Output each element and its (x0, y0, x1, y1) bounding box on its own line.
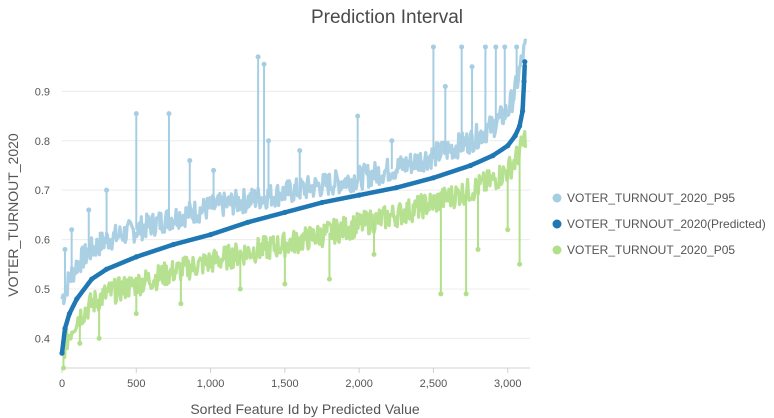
x-axis-ticks: 0 500 1,000 1,500 2,000 2,500 3,000 (59, 368, 522, 390)
predicted-point (133, 254, 139, 260)
p95-spike-point (266, 138, 272, 144)
series-predicted[interactable] (59, 59, 528, 356)
p95-spike-point (442, 83, 448, 89)
p05-line (60, 130, 528, 359)
p95-spike-point (104, 187, 110, 193)
p95-spike-point (166, 111, 172, 117)
p05-spike-point (60, 365, 66, 371)
p95-spike-point (469, 64, 475, 70)
p95-spike-point (514, 44, 520, 50)
p95-spike-point (86, 207, 92, 213)
p95-spike-point (355, 113, 361, 119)
predicted-point (521, 78, 527, 85)
predicted-point (517, 123, 523, 129)
x-tick-label: 3,000 (494, 378, 522, 390)
y-axis-title: VOTER_TURNOUT_2020 (5, 133, 21, 297)
p05-spike-point (133, 311, 139, 317)
y-tick-label: 0.7 (35, 185, 50, 197)
legend-swatch (552, 219, 562, 229)
predicted-point (519, 108, 526, 114)
predicted-point (89, 276, 95, 282)
p05-spike-point (475, 246, 481, 252)
p95-spike-point (493, 44, 499, 50)
legend: VOTER_TURNOUT_2020_P95 VOTER_TURNOUT_2020… (552, 191, 766, 257)
x-tick-label: 500 (127, 378, 145, 390)
p95-spike-point (69, 227, 75, 233)
predicted-point (490, 153, 496, 159)
p95-spike-point (459, 44, 465, 50)
p05-spike-point (371, 251, 377, 257)
predicted-point (522, 59, 528, 65)
y-axis-ticks: 0.4 0.5 0.6 0.7 0.8 0.9 (35, 86, 50, 345)
p95-spike-point (255, 54, 261, 60)
p05-spike-point (517, 261, 523, 267)
p95-spike-point (430, 44, 436, 50)
y-tick-label: 0.9 (35, 86, 50, 98)
legend-label: VOTER_TURNOUT_2020(Predicted) (567, 217, 766, 231)
p05-spike-point (463, 291, 469, 297)
predicted-point (66, 311, 73, 317)
p05-spike-point (282, 281, 288, 287)
y-tick-label: 0.4 (35, 333, 50, 345)
predicted-point (393, 185, 399, 191)
p95-spike-point (62, 246, 68, 252)
predicted-point (512, 133, 518, 139)
predicted-line (59, 63, 527, 356)
p05-spike-point (505, 227, 511, 233)
predicted-point (59, 350, 65, 356)
x-axis-title: Sorted Feature Id by Predicted Value (190, 401, 420, 417)
predicted-point (74, 296, 80, 302)
p05-spike-point (326, 276, 332, 282)
p95-spike-point (502, 44, 508, 50)
p95-spike-point (211, 167, 217, 173)
p05-spike-point (237, 286, 243, 292)
p95-spike-point (187, 158, 193, 164)
p05-spike-point (438, 291, 444, 297)
p95-spike-point (297, 148, 303, 154)
predicted-point (505, 143, 511, 149)
p95-spike-point (389, 138, 395, 144)
predicted-point (467, 162, 474, 169)
predicted-point (103, 266, 110, 272)
y-tick-label: 0.6 (35, 235, 50, 247)
predicted-point (430, 175, 437, 181)
legend-swatch (552, 193, 562, 203)
p95-spike-point (482, 44, 488, 50)
predicted-point (62, 325, 68, 332)
gridlines (62, 90, 530, 339)
p05-spike-point (77, 340, 83, 346)
legend-label: VOTER_TURNOUT_2020_P05 (567, 243, 735, 257)
predicted-point (282, 209, 288, 216)
predicted-point (356, 192, 362, 198)
series-p05[interactable] (60, 130, 528, 371)
x-tick-label: 2,000 (345, 378, 373, 390)
x-tick-label: 0 (59, 378, 65, 390)
y-tick-label: 0.5 (35, 284, 50, 296)
x-tick-label: 2,500 (420, 378, 448, 390)
predicted-point (319, 199, 325, 206)
series-p95[interactable] (60, 38, 528, 306)
y-tick-label: 0.8 (35, 136, 50, 148)
predicted-point (207, 232, 214, 238)
predicted-point (245, 219, 251, 225)
p05-spike-point (96, 335, 102, 341)
predicted-point (170, 241, 177, 248)
x-tick-label: 1,500 (271, 378, 299, 390)
p95-spike-point (261, 61, 267, 67)
legend-label: VOTER_TURNOUT_2020_P95 (567, 191, 735, 205)
p95-spike-point (133, 111, 139, 117)
p05-spike-point (178, 301, 184, 307)
legend-swatch (552, 245, 562, 255)
x-tick-label: 1,000 (197, 378, 225, 390)
chart-title: Prediction Interval (311, 7, 463, 28)
p95-line (60, 38, 528, 306)
